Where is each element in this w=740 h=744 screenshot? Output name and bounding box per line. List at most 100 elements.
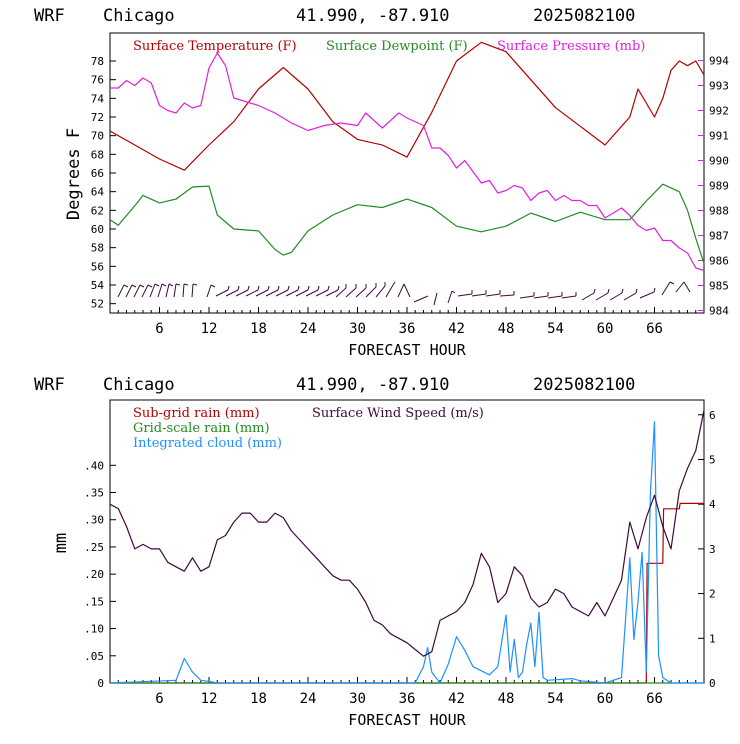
panel-1-y-tick: 64 [91,186,105,199]
panel-2-x-axis-label: FORECAST HOUR [348,711,466,729]
panel-2-y-tick-labels: 0 .05 .10 .15 .20 .25 .30 .35 .40 [84,459,104,690]
panel-1-y2-tick: 994 [709,55,729,68]
wind-barb [595,288,610,301]
wind-barb [182,283,189,298]
panel-1-y-tick-labels: 52 54 56 58 60 62 64 66 68 70 72 74 76 7… [91,55,105,311]
panel-1-x-tick: 60 [597,321,614,337]
panel-1-x-tick-labels: 6 12 18 24 30 36 42 48 54 60 66 [155,321,663,337]
panel-2-legend-integrated-cloud: Integrated cloud (mm) [133,436,282,451]
panel-2-series-line-4 [109,410,705,657]
panel-2-x-tick: 60 [597,691,614,707]
panel-1-y-tick: 56 [91,260,104,273]
panel-1: WRF Chicago 41.990, -87.910 2025082100 S… [34,6,729,359]
wind-barb [325,285,340,297]
panel-2-legend-subgrid-rain: Sub-grid rain (mm) [133,406,260,421]
wind-barb [447,290,456,304]
panel-2-x-tick: 24 [300,691,317,707]
wind-barb [623,288,638,301]
wind-barb [519,292,535,299]
panel-2-y-tick: .35 [84,487,104,500]
wind-barb [245,285,260,297]
panel-1-y-tick: 72 [91,111,104,124]
wind-barb [345,284,357,298]
panel-2-legend-gridscale-rain: Grid-scale rain (mm) [133,421,270,436]
panel-1-x-tick: 66 [646,321,663,337]
panel-2-x-tick: 48 [498,691,515,707]
panel-2-series-lines [109,410,705,684]
wind-barb [433,292,438,306]
wind-barb [117,284,129,298]
panel-2-x-tick: 6 [155,691,163,707]
wind-barb [265,285,280,297]
wind-barb [547,292,563,299]
panel-1-x-tick: 6 [155,321,163,337]
wind-barb [149,283,160,298]
panel-1-y2-tick: 984 [709,305,729,318]
panel-1-x-axis-label: FORECAST HOUR [348,341,466,359]
panel-1-y2-tick: 992 [709,105,729,118]
panel-2-x-tick: 36 [399,691,416,707]
wind-barb [235,285,250,297]
wind-barb [639,287,656,299]
panel-1-y-tick: 60 [91,223,104,236]
panel-1-y-tick: 76 [91,74,104,87]
panel-1-run: 2025082100 [533,6,635,26]
wind-barb [125,284,137,298]
wind-barb [457,290,473,297]
panel-2-run: 2025082100 [533,375,635,395]
wind-barb [609,288,624,301]
panel-1-y2-tick: 986 [709,255,729,268]
panel-2-x-tick: 30 [349,691,366,707]
panel-1-y-tick: 70 [91,130,104,143]
wind-barb [581,288,596,301]
panel-1-series-line-2 [109,183,705,264]
panel-2-site: Chicago [103,375,175,395]
panel-2-y2-tick: 1 [709,632,716,645]
wind-barb [206,284,216,298]
panel-1-legend-temperature: Surface Temperature (F) [133,39,297,54]
panel-1-legend-pressure: Surface Pressure (mb) [497,39,645,54]
panel-1-x-tick: 42 [448,321,465,337]
panel-1-tick-marks [110,60,704,313]
wind-barb [141,284,153,298]
wind-barb [335,284,347,298]
panel-1-plot-frame [109,32,705,314]
panel-1-y2-tick: 993 [709,80,729,93]
panel-2-y-tick: .05 [84,650,104,663]
panel-1-x-tick: 24 [300,321,317,337]
panel-2-x-tick: 42 [448,691,465,707]
panel-2-x-tick: 18 [250,691,267,707]
panel-1-y-axis-label: Degrees F [64,128,84,220]
panel-2-y2-tick-labels: 0 1 2 3 4 5 6 [709,409,716,690]
panel-1-series-line-1 [109,41,705,171]
wind-barb [533,292,549,299]
panel-2-x-tick-labels: 6 12 18 24 30 36 42 48 54 60 66 [155,691,663,707]
wind-barb [225,285,240,297]
panel-1-y-tick: 78 [91,55,104,68]
panel-2-y2-tick: 5 [709,453,716,466]
panel-1-y-tick: 54 [91,279,105,292]
wind-barb [485,290,501,297]
panel-2-model: WRF [34,375,65,395]
panel-1-y2-tick: 991 [709,130,729,143]
panel-2-y2-tick: 3 [709,543,716,556]
panel-1-x-tick: 30 [349,321,366,337]
panel-1-model: WRF [34,6,65,26]
panel-1-y2-tick-labels: 984 985 986 987 988 989 990 991 992 993 … [709,55,729,318]
panel-2-y-axis-label: mm [51,533,71,553]
wind-barb [295,285,310,297]
panel-1-x-tick: 36 [399,321,416,337]
panel-2-y-tick: .25 [84,541,104,554]
panel-1-y-tick: 58 [91,242,104,255]
panel-2: WRF Chicago 41.990, -87.910 2025082100 S… [34,375,716,729]
wind-barb [561,292,577,299]
wind-barb [675,281,691,293]
panel-2-y2-tick: 0 [709,677,716,690]
wind-barb [365,283,377,298]
panel-2-x-tick: 54 [547,691,564,707]
panel-1-series-line-3 [110,52,705,272]
panel-1-y2-tick: 985 [709,280,729,293]
panel-2-y-tick: .10 [84,623,104,636]
panel-1-x-tick: 48 [498,321,515,337]
